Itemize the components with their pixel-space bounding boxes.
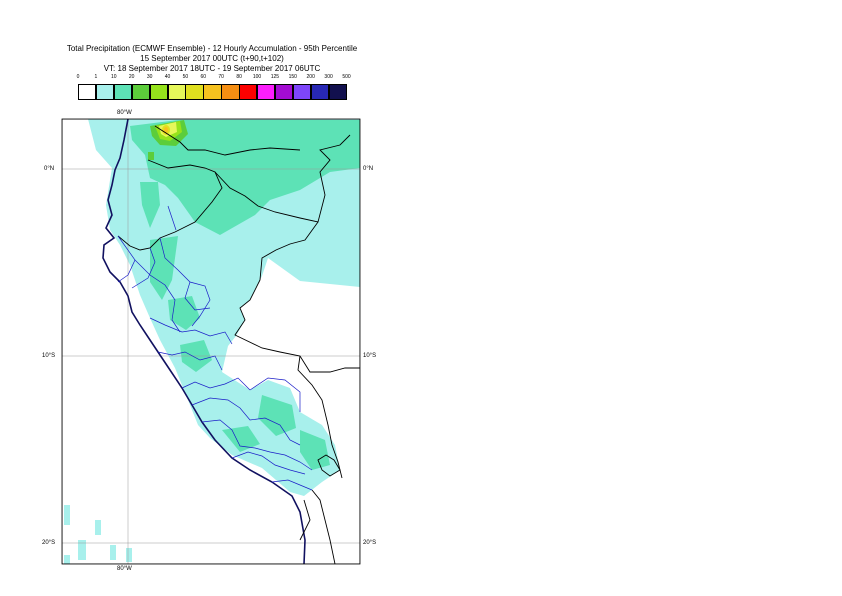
legend-swatch	[95, 84, 115, 100]
legend-swatch	[167, 84, 186, 100]
legend-swatch	[149, 84, 168, 100]
legend-tick-label: 30	[146, 74, 153, 80]
graticule	[62, 119, 360, 564]
legend-tick-label: 20	[128, 74, 135, 80]
legend-swatch	[257, 84, 276, 100]
regional-borders	[117, 205, 313, 491]
legend-swatch	[113, 84, 133, 100]
legend-tick-label: 200	[306, 74, 315, 80]
legend-tick-label: 40	[164, 74, 171, 80]
lat-label-20-right: 20°S	[363, 540, 377, 546]
country-borders	[117, 125, 360, 564]
map-run-time: 15 September 2017 00UTC (t+90,t+102)	[140, 54, 284, 63]
precip-10-20-area	[130, 120, 360, 470]
lat-label-0-right: 0°N	[363, 166, 374, 172]
legend-tick-label: 80	[236, 74, 242, 80]
legend-swatch	[203, 84, 222, 100]
legend-tick-label: 500	[342, 74, 351, 80]
legend-tick-label: 10	[111, 74, 117, 80]
lat-label-10-left: 10°S	[42, 353, 56, 359]
legend-swatch	[78, 84, 97, 100]
legend-tick-label: 1	[94, 74, 98, 80]
lat-label-20-left: 20°S	[42, 540, 56, 546]
lat-label-10-right: 10°S	[363, 353, 377, 359]
legend-swatch	[185, 84, 204, 100]
precip-high-cell	[148, 120, 188, 160]
legend-tick-label: 150	[288, 74, 297, 80]
lat-label-0-left: 0°N	[44, 166, 55, 172]
legend-swatch	[292, 84, 312, 100]
legend-tick-label: 50	[182, 74, 189, 80]
legend-swatch	[221, 84, 240, 100]
legend-tick-label: 100	[252, 74, 262, 80]
map-frame	[61, 118, 361, 565]
map-valid-time: VT: 18 September 2017 18UTC - 19 Septemb…	[103, 64, 321, 73]
coastline	[102, 119, 306, 564]
legend-swatch	[239, 84, 258, 100]
legend-tick-label: 300	[324, 74, 333, 80]
lon-label-bottom: 80°W	[117, 566, 132, 572]
legend-swatch	[131, 84, 151, 100]
legend-tick-label: 125	[270, 74, 280, 80]
legend-tick-label: 60	[200, 74, 207, 80]
legend-swatch	[328, 84, 347, 100]
legend-swatch	[274, 84, 294, 100]
legend-swatch	[310, 84, 330, 100]
legend-tick-label: 70	[218, 74, 224, 80]
map-title: Total Precipitation (ECMWF Ensemble) - 1…	[66, 44, 358, 53]
lon-label-top: 80°W	[117, 110, 132, 116]
legend-tick-label: 0	[76, 74, 80, 80]
